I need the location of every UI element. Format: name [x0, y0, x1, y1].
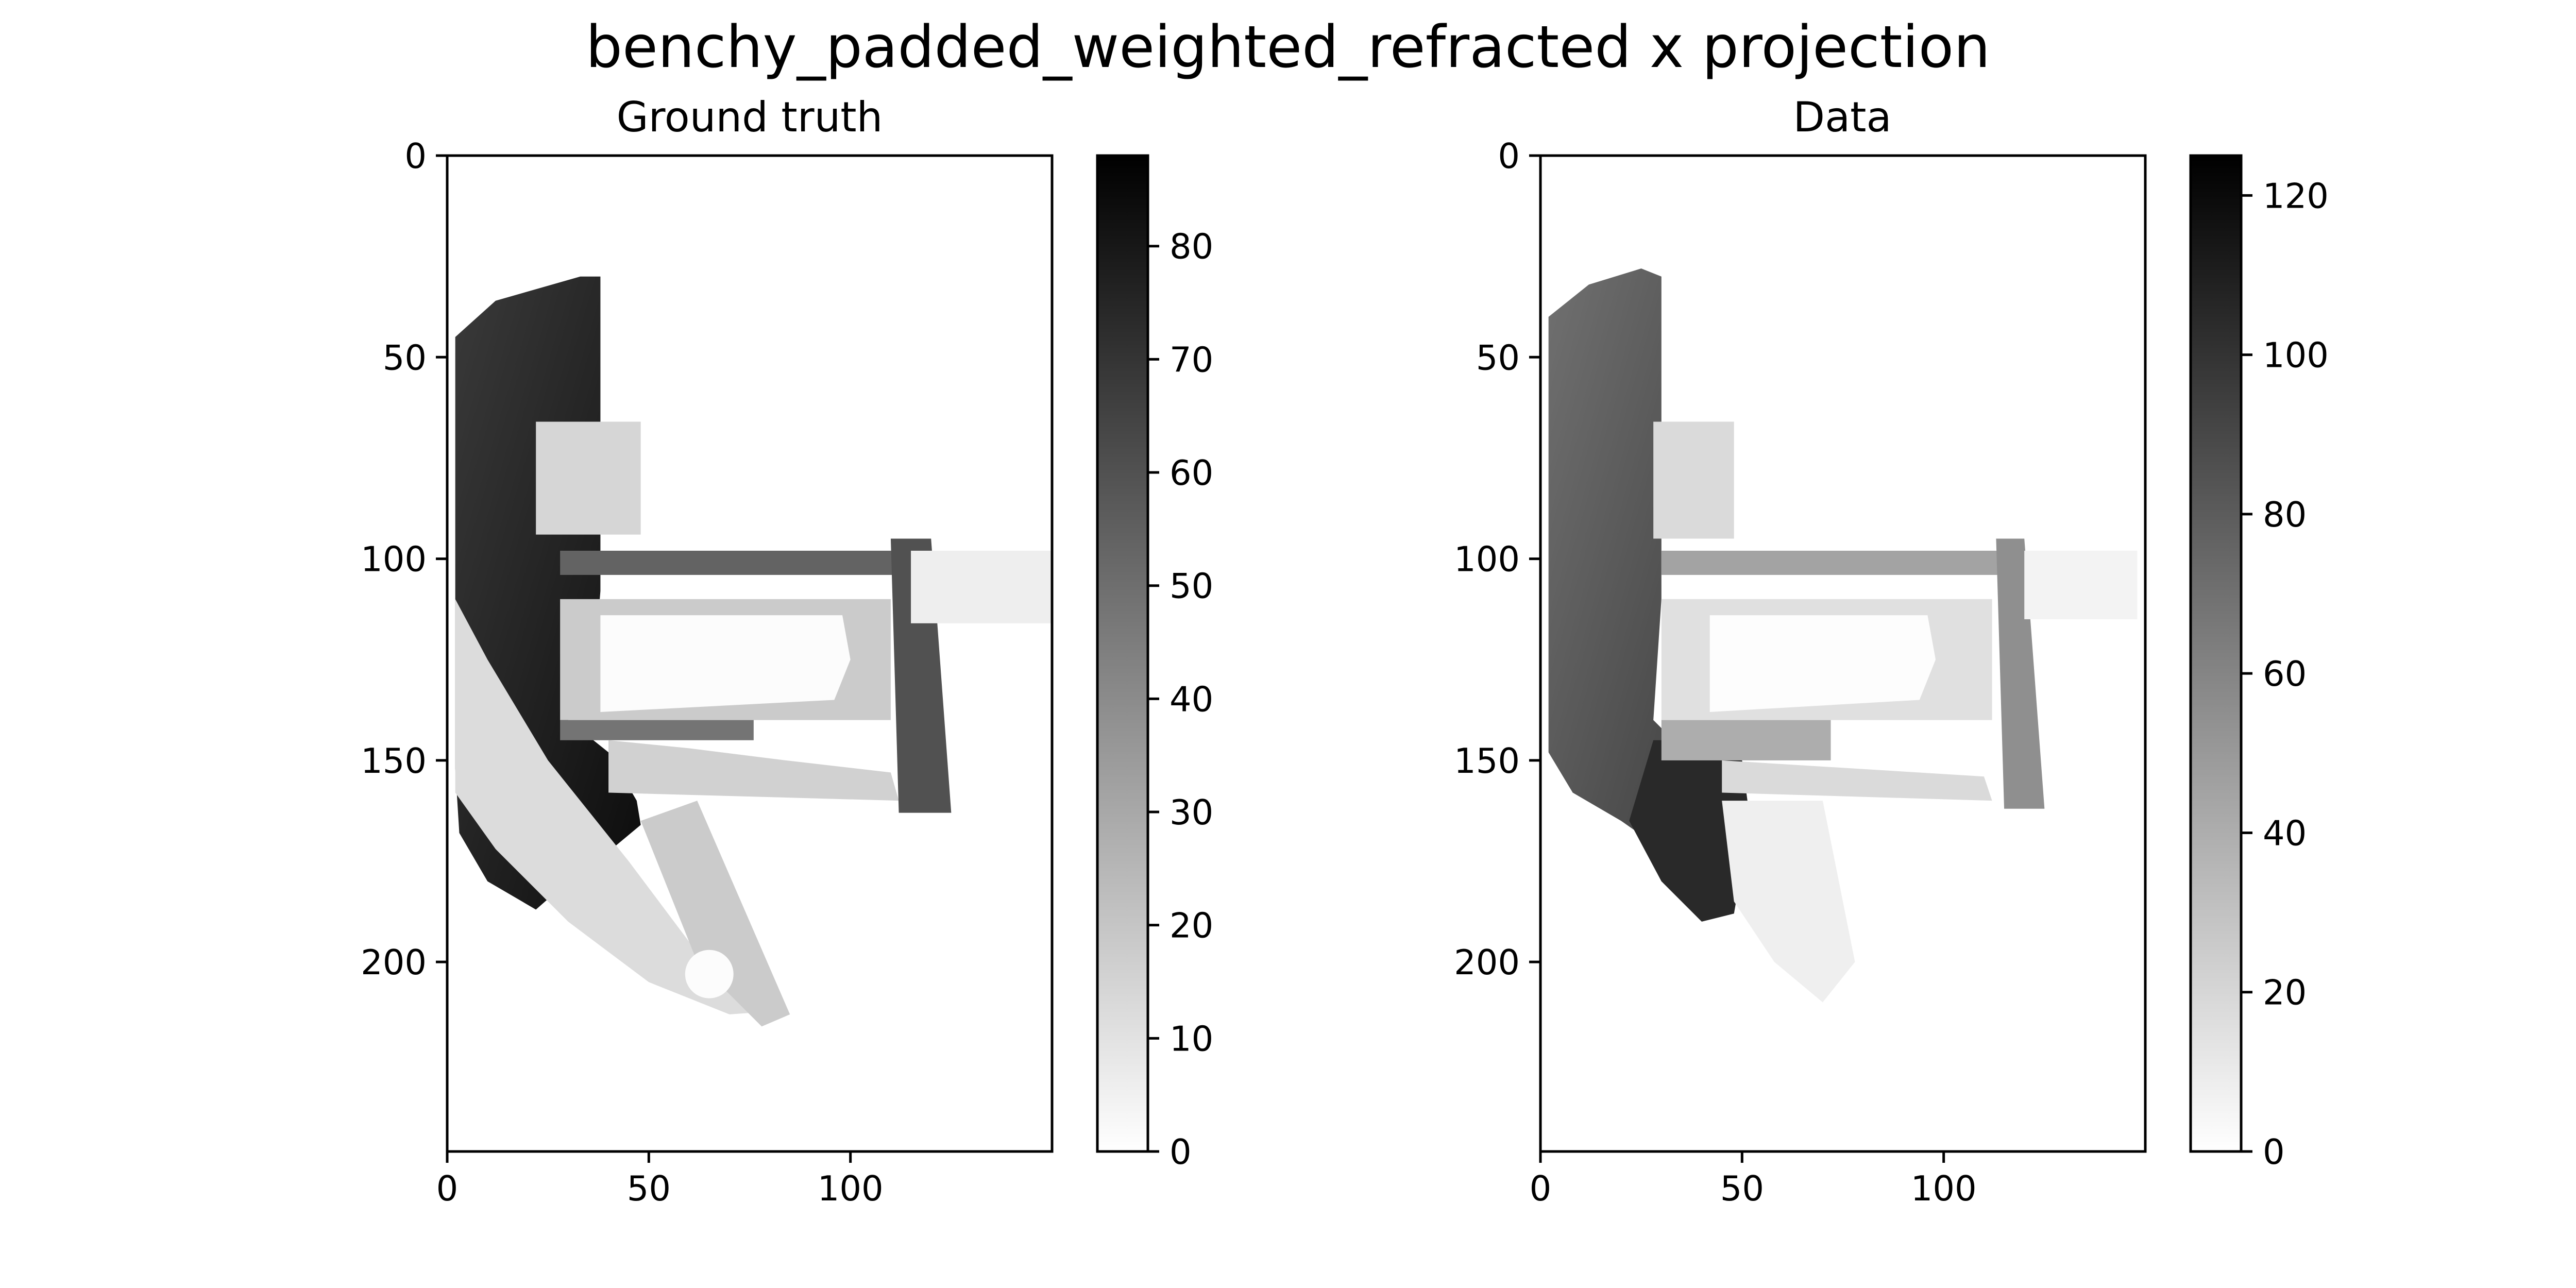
colorbar-tick-label: 0 — [1170, 1132, 1192, 1172]
y-tick-label: 50 — [383, 337, 427, 378]
x-tick-label: 100 — [818, 1168, 884, 1209]
colorbar-tick-label: 30 — [1170, 792, 1213, 833]
heatmap-region — [911, 550, 1052, 623]
plot-frame — [1539, 154, 2147, 1153]
x-tick-label: 0 — [1530, 1168, 1552, 1209]
heatmap-region — [1661, 550, 2005, 575]
heatmap-region — [640, 801, 790, 1027]
colorbar-gradient — [1097, 156, 1148, 1151]
colorbar-tick-label: 40 — [2263, 813, 2307, 853]
colorbar-tick-label: 40 — [1170, 679, 1213, 719]
y-tick-label: 100 — [361, 539, 427, 580]
heatmap-region — [600, 615, 851, 712]
heatmap-region — [1709, 615, 1936, 712]
colorbar: 0 20 40 60 80 100 120 — [2189, 154, 2329, 1172]
y-tick-label: 50 — [1476, 337, 1520, 378]
axis-ticks: 0 50 100 0 50 100 150 200 — [1454, 136, 1977, 1209]
colorbar-tick-label: 20 — [1170, 906, 1213, 946]
colorbar-tick-label: 10 — [1170, 1019, 1213, 1059]
colorbar: 0 10 20 30 40 50 60 70 80 — [1096, 154, 1213, 1172]
colorbar-tick-label: 60 — [2263, 654, 2307, 694]
data-panel: Data 0 50 100 0 50 100 150 200 0 20 40 60 80 100 120 — [1454, 93, 2329, 1209]
figure-title: benchy_padded_weighted_refracted x proje… — [586, 14, 1990, 81]
colorbar-tick-label: 50 — [1170, 566, 1213, 606]
colorbar-gradient — [2191, 156, 2241, 1151]
y-tick-label: 100 — [1454, 539, 1520, 580]
plot-frame — [446, 154, 1054, 1153]
heatmap-region — [560, 550, 899, 575]
heatmap-region — [536, 421, 641, 535]
heatmap-region — [1722, 760, 1992, 801]
y-tick-label: 0 — [1498, 136, 1520, 176]
x-tick-label: 0 — [436, 1168, 459, 1209]
x-tick-label: 50 — [627, 1168, 671, 1209]
heatmap-region — [560, 720, 754, 740]
heatmap-region — [1548, 268, 1722, 874]
y-tick-label: 200 — [1454, 942, 1520, 982]
heatmap-region — [890, 538, 952, 813]
ground-truth-panel: Ground truth 0 50 100 0 50 100 150 200 0 10 20 30 4… — [361, 93, 1213, 1209]
colorbar-tick-label: 70 — [1170, 340, 1213, 380]
colorbar-tick-label: 80 — [1170, 227, 1213, 267]
y-tick-label: 150 — [1454, 741, 1520, 781]
colorbar-tick-label: 20 — [2263, 973, 2307, 1013]
colorbar-tick-label: 100 — [2263, 335, 2329, 376]
x-tick-label: 50 — [1720, 1168, 1764, 1209]
y-tick-label: 200 — [361, 942, 427, 982]
heatmap-region — [455, 599, 786, 1014]
heatmap-region — [1653, 421, 1734, 539]
colorbar-tick-label: 80 — [2263, 495, 2307, 535]
colorbar-tick-label: 60 — [1170, 453, 1213, 493]
heatmap-region — [1661, 720, 1831, 760]
panel-title: Data — [1793, 93, 1891, 141]
heatmap-region — [1996, 538, 2045, 809]
colorbar-frame — [2189, 154, 2243, 1153]
colorbar-tick-label: 0 — [2263, 1132, 2285, 1172]
colorbar-frame — [1096, 154, 1149, 1153]
heatmap-image — [455, 276, 1052, 1027]
heatmap-region — [608, 740, 899, 801]
axis-ticks: 0 50 100 0 50 100 150 200 — [361, 136, 884, 1209]
panel-title: Ground truth — [617, 93, 883, 141]
heatmap-region — [1629, 740, 1750, 922]
colorbar-tick-label: 120 — [2263, 176, 2329, 216]
heatmap-region — [1722, 801, 1855, 1003]
y-tick-label: 0 — [404, 136, 427, 176]
heatmap-region — [2024, 550, 2138, 619]
x-tick-label: 100 — [1911, 1168, 1977, 1209]
heatmap-image — [1548, 268, 2138, 1003]
heatmap-region — [685, 950, 734, 998]
y-tick-label: 150 — [361, 741, 427, 781]
